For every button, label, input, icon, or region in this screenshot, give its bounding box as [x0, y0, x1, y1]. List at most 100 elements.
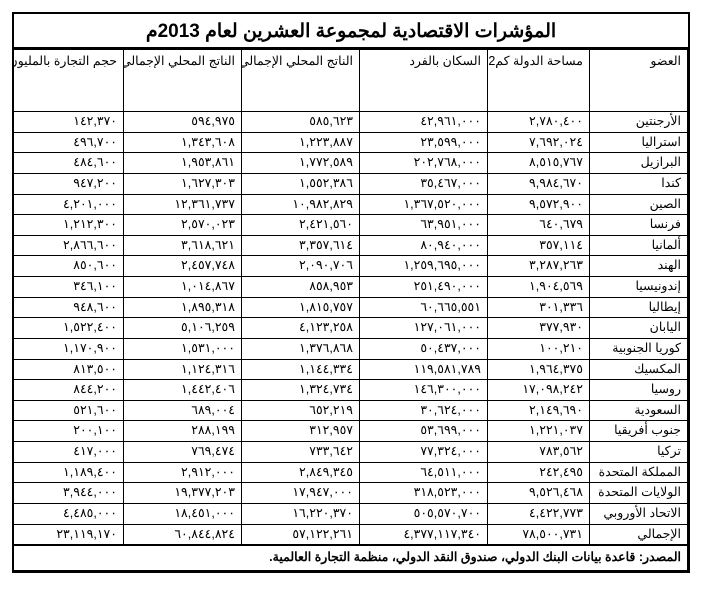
- cell-value: ٣١٨,٥٢٣,٠٠٠: [360, 483, 488, 504]
- table-row: المكسيك١,٩٦٤,٣٧٥١١٩,٥٨١,٧٨٩١,١٤٤,٣٣٤١,١٢…: [14, 359, 688, 380]
- cell-value: ٦٤٠,٦٧٩: [488, 215, 590, 236]
- col-area: مساحة الدولة كم2: [488, 50, 590, 112]
- cell-value: ٤٢,٩٦١,٠٠٠: [360, 112, 488, 133]
- table-row: تركيا٧٨٣,٥٦٢٧٧,٣٢٤,٠٠٠٧٣٣,٦٤٢٧٦٩,٤٧٤٤١٧,…: [14, 442, 688, 463]
- cell-value: ١٤٢,٣٧٠: [14, 112, 124, 133]
- cell-value: ١٢٧,٠٦١,٠٠٠: [360, 318, 488, 339]
- cell-member: الهند: [590, 256, 688, 277]
- cell-value: ٩٤٨,٦٠٠: [14, 297, 124, 318]
- cell-member: تركيا: [590, 442, 688, 463]
- cell-member: فرنسا: [590, 215, 688, 236]
- cell-value: ٤,٢٠١,٠٠٠: [14, 194, 124, 215]
- cell-value: ١٢,٣٦١,٧٣٧: [124, 194, 242, 215]
- table-row: البرازيل٨,٥١٥,٧٦٧٢٠٢,٧٦٨,٠٠٠١,٧٧٢,٥٨٩١,٩…: [14, 153, 688, 174]
- cell-value: ١٨,٤٥١,٠٠٠: [124, 503, 242, 524]
- col-pop: السكان بالفرد: [360, 50, 488, 112]
- cell-value: ١,٢١٢,٣٠٠: [14, 215, 124, 236]
- cell-value: ١,٣٧٦,٨٦٨: [242, 338, 360, 359]
- cell-value: ٢,٧٨٠,٤٠٠: [488, 112, 590, 133]
- cell-value: ٢٣,١١٩,١٧٠: [14, 524, 124, 545]
- col-gdp2017: الناتج المحلي الإجمالي بالمليون دولار ٢٠…: [124, 50, 242, 112]
- cell-value: ٢٠٠,١٠٠: [14, 421, 124, 442]
- cell-member: البرازيل: [590, 153, 688, 174]
- cell-member: كندا: [590, 173, 688, 194]
- cell-value: ١,٩٦٤,٣٧٥: [488, 359, 590, 380]
- cell-value: ٥٣,٦٩٩,٠٠٠: [360, 421, 488, 442]
- cell-member: ألمانيا: [590, 235, 688, 256]
- cell-value: ١,٠١٤,٨٦٧: [124, 277, 242, 298]
- table-container: المؤشرات الاقتصادية لمجموعة العشرين لعام…: [12, 12, 690, 573]
- cell-value: ٥٨٥,٦٢٣: [242, 112, 360, 133]
- cell-value: ٥٧,١٢٢,٢٦١: [242, 524, 360, 545]
- table-row: اليابان٣٧٧,٩٣٠١٢٧,٠٦١,٠٠٠٤,١٢٣,٢٥٨٥,١٠٦,…: [14, 318, 688, 339]
- cell-value: ١,٥٢٢,٤٠٠: [14, 318, 124, 339]
- cell-value: ٧٦٩,٤٧٤: [124, 442, 242, 463]
- cell-value: ١,٤٤٢,٤٠٦: [124, 380, 242, 401]
- table-row: السعودية٢,١٤٩,٦٩٠٣٠,٦٢٤,٠٠٠٦٥٢,٢١٩٦٨٩,٠٠…: [14, 400, 688, 421]
- table-body: الأرجنتين٢,٧٨٠,٤٠٠٤٢,٩٦١,٠٠٠٥٨٥,٦٢٣٥٩٤,٩…: [14, 112, 688, 546]
- cell-value: ١٧,٩٤٧,٠٠٠: [242, 483, 360, 504]
- cell-value: ٧٨٣,٥٦٢: [488, 442, 590, 463]
- cell-value: ٨,٥١٥,٧٦٧: [488, 153, 590, 174]
- col-gdp2015: الناتج المحلي الإجمالي بالمليون دولار ٢٠…: [242, 50, 360, 112]
- cell-value: ٥٠,٤٣٧,٠٠٠: [360, 338, 488, 359]
- cell-value: ١,١٤٤,٣٣٤: [242, 359, 360, 380]
- cell-value: ٢٣,٥٩٩,٠٠٠: [360, 132, 488, 153]
- cell-member: المكسيك: [590, 359, 688, 380]
- cell-value: ٢٠٢,٧٦٨,٠٠٠: [360, 153, 488, 174]
- cell-member: الولايات المتحدة: [590, 483, 688, 504]
- cell-value: ١,٦٢٧,٣٠٣: [124, 173, 242, 194]
- cell-value: ٢,٠٩٠,٧٠٦: [242, 256, 360, 277]
- table-row: فرنسا٦٤٠,٦٧٩٦٣,٩٥١,٠٠٠٢,٤٢١,٥٦٠٢,٥٧٠,٠٢٣…: [14, 215, 688, 236]
- cell-value: ٩,٥٧٢,٩٠٠: [488, 194, 590, 215]
- cell-value: ٣٤٦,١٠٠: [14, 277, 124, 298]
- table-row: جنوب أفريقيا١,٢٢١,٠٣٧٥٣,٦٩٩,٠٠٠٣١٢,٩٥٧٢٨…: [14, 421, 688, 442]
- cell-value: ٣,٦١٨,٦٢١: [124, 235, 242, 256]
- cell-value: ١,١٢٤,٣١٦: [124, 359, 242, 380]
- cell-value: ٨٤٤,٢٠٠: [14, 380, 124, 401]
- page-title: المؤشرات الاقتصادية لمجموعة العشرين لعام…: [14, 14, 688, 49]
- cell-value: ٣٥,٤٦٧,٠٠٠: [360, 173, 488, 194]
- cell-value: ١,٥٣١,٠٠٠: [124, 338, 242, 359]
- cell-value: ١٦,٢٢٠,٣٧٠: [242, 503, 360, 524]
- cell-value: ١,٨١٥,٧٥٧: [242, 297, 360, 318]
- cell-value: ٦٤,٥١١,٠٠٠: [360, 462, 488, 483]
- cell-value: ٣٧٧,٩٣٠: [488, 318, 590, 339]
- cell-value: ١٤٦,٣٠٠,٠٠٠: [360, 380, 488, 401]
- cell-value: ٦٣,٩٥١,٠٠٠: [360, 215, 488, 236]
- cell-value: ٨٠,٩٤٠,٠٠٠: [360, 235, 488, 256]
- cell-value: ٣,٣٥٧,٦١٤: [242, 235, 360, 256]
- cell-value: ٧٣٣,٦٤٢: [242, 442, 360, 463]
- cell-member: إندونيسيا: [590, 277, 688, 298]
- cell-value: ٨٥٠,٦٠٠: [14, 256, 124, 277]
- cell-value: ٤,٣٧٧,١١٧,٣٤٠: [360, 524, 488, 545]
- cell-member: إيطاليا: [590, 297, 688, 318]
- cell-value: ٢,٥٧٠,٠٢٣: [124, 215, 242, 236]
- cell-value: ١,١٨٩,٤٠٠: [14, 462, 124, 483]
- cell-value: ١,٨٩٥,٣١٨: [124, 297, 242, 318]
- cell-value: ٣,٢٨٧,٢٦٣: [488, 256, 590, 277]
- cell-value: ٤,١٢٣,٢٥٨: [242, 318, 360, 339]
- table-row: الإجمالي٧٨,٥٠٠,٧٣١٤,٣٧٧,١١٧,٣٤٠٥٧,١٢٢,٢٦…: [14, 524, 688, 545]
- cell-value: ١,٩٠٤,٥٦٩: [488, 277, 590, 298]
- cell-member: استراليا: [590, 132, 688, 153]
- cell-value: ٣٠,٦٢٤,٠٠٠: [360, 400, 488, 421]
- cell-value: ٢٤٢,٤٩٥: [488, 462, 590, 483]
- table-row: روسيا١٧,٠٩٨,٢٤٢١٤٦,٣٠٠,٠٠٠١,٣٢٤,٧٣٤١,٤٤٢…: [14, 380, 688, 401]
- cell-value: ٢,٩١٢,٠٠٠: [124, 462, 242, 483]
- table-row: استراليا٧,٦٩٢,٠٢٤٢٣,٥٩٩,٠٠٠١,٢٢٣,٨٨٧١,٣٤…: [14, 132, 688, 153]
- cell-value: ١,٢٢٣,٨٨٧: [242, 132, 360, 153]
- cell-value: ١,٣٢٤,٧٣٤: [242, 380, 360, 401]
- table-row: ألمانيا٣٥٧,١١٤٨٠,٩٤٠,٠٠٠٣,٣٥٧,٦١٤٣,٦١٨,٦…: [14, 235, 688, 256]
- cell-value: ١,٥٥٢,٣٨٦: [242, 173, 360, 194]
- cell-value: ٦٨٩,٠٠٤: [124, 400, 242, 421]
- cell-value: ١٠,٩٨٢,٨٢٩: [242, 194, 360, 215]
- cell-value: ١٩,٣٧٧,٢٠٣: [124, 483, 242, 504]
- g20-table: العضو مساحة الدولة كم2 السكان بالفرد الن…: [13, 49, 688, 571]
- cell-member: اليابان: [590, 318, 688, 339]
- cell-member: روسيا: [590, 380, 688, 401]
- cell-value: ٣١٢,٩٥٧: [242, 421, 360, 442]
- cell-value: ٢,٤٥٧,٧٤٨: [124, 256, 242, 277]
- cell-value: ٨١٣,٥٠٠: [14, 359, 124, 380]
- cell-value: ١,٢٥٩,٦٩٥,٠٠٠: [360, 256, 488, 277]
